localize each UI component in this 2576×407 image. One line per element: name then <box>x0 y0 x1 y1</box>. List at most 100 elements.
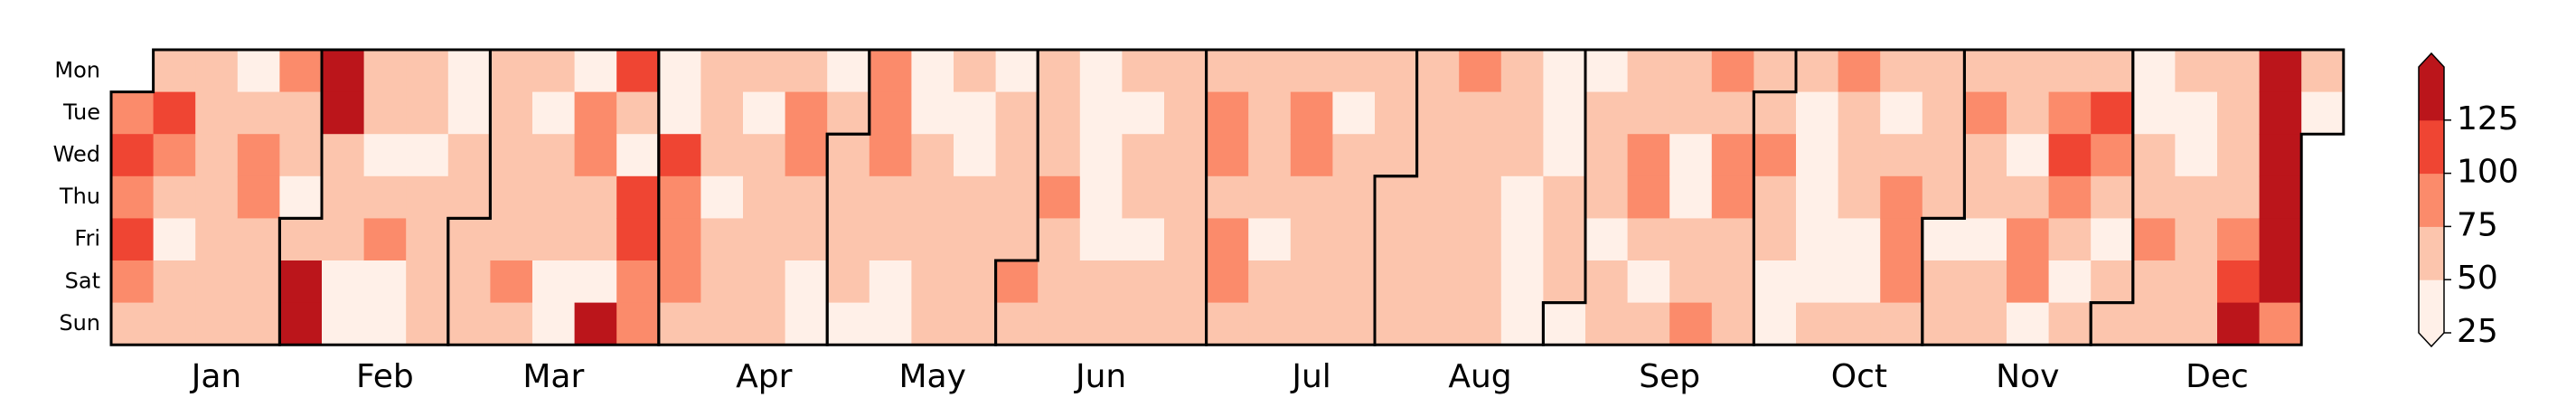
day-cell <box>447 50 491 93</box>
day-cell <box>1711 218 1754 261</box>
day-cell <box>1753 260 1797 304</box>
day-cell <box>1627 134 1670 177</box>
day-cell <box>2217 218 2261 261</box>
day-cell <box>1164 260 1208 304</box>
day-cell <box>785 175 828 219</box>
day-cell <box>153 134 196 177</box>
day-cell <box>195 134 239 177</box>
day-cell <box>532 91 576 135</box>
day-cell <box>700 218 744 261</box>
day-cell <box>616 134 660 177</box>
day-cell <box>1375 50 1418 93</box>
day-cell <box>1164 175 1208 219</box>
day-cell <box>322 260 365 304</box>
day-cell <box>827 260 870 304</box>
day-cell <box>1711 302 1754 345</box>
day-cell <box>490 302 533 345</box>
day-cell <box>785 134 828 177</box>
colorbar-tick-label: 100 <box>2457 154 2519 191</box>
day-cell <box>237 302 280 345</box>
day-cell <box>954 302 997 345</box>
day-cell <box>279 260 323 304</box>
day-cell <box>700 134 744 177</box>
day-label: Thu <box>59 184 100 209</box>
day-cell <box>1500 218 1544 261</box>
day-cell <box>322 302 365 345</box>
day-cell <box>1585 218 1629 261</box>
day-cell <box>1880 50 1923 93</box>
day-cell <box>1290 260 1333 304</box>
day-cell <box>1711 91 1754 135</box>
day-cell <box>785 91 828 135</box>
day-cell <box>1206 91 1249 135</box>
day-cell <box>1038 134 1081 177</box>
day-cell <box>279 302 323 345</box>
day-cell <box>1585 50 1629 93</box>
day-cell <box>1922 91 1965 135</box>
day-cell <box>1964 175 2007 219</box>
day-cell <box>616 260 660 304</box>
day-cell <box>2259 260 2302 304</box>
day-cell <box>869 218 912 261</box>
month-label: Apr <box>736 358 792 395</box>
day-cell <box>1079 50 1123 93</box>
day-cell <box>1543 302 1586 345</box>
month-label: Jan <box>190 358 242 395</box>
day-cell <box>2132 218 2176 261</box>
day-cell <box>869 50 912 93</box>
day-cell <box>1332 302 1376 345</box>
day-cell <box>195 175 239 219</box>
day-cell <box>111 175 155 219</box>
day-cell <box>1922 175 1965 219</box>
colorbar-segment <box>2419 173 2444 227</box>
day-cell <box>1543 134 1586 177</box>
day-cell <box>195 260 239 304</box>
day-cell <box>2007 302 2050 345</box>
day-cell <box>532 302 576 345</box>
day-cell <box>1838 260 1881 304</box>
day-cell <box>1375 260 1418 304</box>
day-cell <box>2048 134 2092 177</box>
day-cell <box>1375 91 1418 135</box>
day-cell <box>153 175 196 219</box>
day-cell <box>1164 218 1208 261</box>
month-label: Dec <box>2186 358 2249 395</box>
day-cell <box>1500 302 1544 345</box>
day-cell <box>2217 91 2261 135</box>
day-cell <box>1543 175 1586 219</box>
day-cell <box>363 260 407 304</box>
day-cell <box>1964 91 2007 135</box>
day-cell <box>2132 175 2176 219</box>
day-cell <box>406 134 449 177</box>
day-cell <box>1922 218 1965 261</box>
day-cell <box>1248 302 1292 345</box>
day-cell <box>363 134 407 177</box>
day-cell <box>869 260 912 304</box>
day-cell <box>700 260 744 304</box>
day-cell <box>406 302 449 345</box>
day-cell <box>2175 134 2218 177</box>
day-cell <box>2048 218 2092 261</box>
day-cell <box>279 134 323 177</box>
day-cell <box>2217 260 2261 304</box>
day-cell <box>2217 134 2261 177</box>
day-cell <box>1122 134 1165 177</box>
day-cell <box>1079 302 1123 345</box>
day-cell <box>2175 50 2218 93</box>
day-cell <box>1711 260 1754 304</box>
day-cell <box>1838 218 1881 261</box>
day-cell <box>2259 91 2302 135</box>
day-cell <box>406 218 449 261</box>
day-cell <box>2132 302 2176 345</box>
day-cell <box>827 218 870 261</box>
day-cell <box>954 50 997 93</box>
day-cell <box>2301 91 2345 135</box>
day-cell <box>1459 175 1502 219</box>
day-cell <box>153 218 196 261</box>
day-cell <box>1964 218 2007 261</box>
day-cell <box>111 302 155 345</box>
day-cell <box>237 260 280 304</box>
day-cell <box>153 302 196 345</box>
day-cell <box>111 134 155 177</box>
